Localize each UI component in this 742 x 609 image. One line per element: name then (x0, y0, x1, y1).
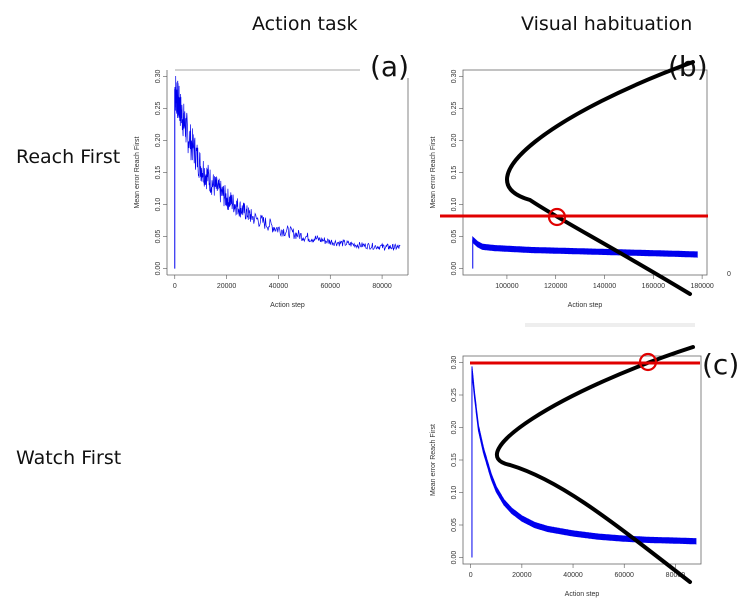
y-tick-label: 0.00 (451, 262, 458, 276)
row-label-watch-first: Watch First (16, 447, 121, 469)
y-tick-label: 0.15 (451, 453, 458, 467)
panel-tag: (b) (668, 50, 708, 83)
x-axis-label: Action step (568, 302, 603, 309)
x-tick-label: 0 (173, 283, 177, 290)
side-label: 0 (727, 271, 731, 278)
chart-panel-c: 0.00 0.05 0.10 0.15 0.20 0.25 0.30 0 20000 40000 6… (430, 348, 739, 598)
y-tick-label: 0.20 (451, 134, 458, 148)
series-band (471, 366, 697, 545)
chart-panel-b: 0.00 0.05 0.10 0.15 0.20 0.25 0.30 100000 120000… (430, 50, 731, 309)
y-tick-label: 0.05 (451, 518, 458, 532)
x-axis-label: Action step (270, 302, 305, 309)
y-tick-label: 0.25 (451, 102, 458, 116)
annotation-black-curve-c (494, 345, 695, 584)
panel-tag: (a) (370, 50, 409, 83)
row-label-reach-first: Reach First (16, 146, 120, 168)
x-tick-label: 20000 (512, 572, 532, 579)
y-tick-label: 0.25 (451, 388, 458, 402)
x-tick-label: 140000 (593, 283, 616, 290)
y-tick-label: 0.00 (155, 262, 162, 276)
x-tick-label: 40000 (269, 283, 289, 290)
annotation-red-circle-c (638, 352, 658, 372)
series-band (472, 235, 698, 258)
x-tick-label: 180000 (690, 283, 713, 290)
y-tick-label: 0.10 (155, 198, 162, 212)
y-tick-label: 0.10 (451, 198, 458, 212)
x-tick-label: 80000 (372, 283, 392, 290)
x-tick-label: 0 (469, 572, 473, 579)
x-tick-label: 60000 (614, 572, 634, 579)
x-tick-label: 120000 (544, 283, 567, 290)
series-line (174, 75, 401, 252)
annotation-red-circle-b (547, 207, 567, 227)
x-tick-label: 60000 (321, 283, 341, 290)
header-visual-habituation: Visual habituation (521, 13, 692, 35)
annotation-black-curve-b (505, 60, 695, 296)
faint-artifact (525, 323, 695, 327)
y-tick-label: 0.15 (451, 166, 458, 180)
y-tick-label: 0.30 (451, 69, 458, 83)
x-axis-label: Action step (565, 591, 600, 598)
x-tick-label: 20000 (217, 283, 237, 290)
y-tick-label: 0.20 (451, 421, 458, 435)
y-tick-label: 0.25 (155, 102, 162, 116)
y-tick-label: 0.10 (451, 486, 458, 500)
y-tick-label: 0.05 (451, 230, 458, 244)
y-axis-label: Mean error Reach First (430, 136, 437, 208)
y-tick-label: 0.30 (451, 356, 458, 370)
header-action-task: Action task (252, 13, 358, 35)
panel-tag: (c) (702, 348, 739, 381)
x-tick-label: 100000 (495, 283, 518, 290)
y-tick-label: 0.30 (155, 69, 162, 83)
x-tick-label: 160000 (642, 283, 665, 290)
y-tick-label: 0.05 (155, 230, 162, 244)
chart-panel-a: 0.00 0.05 0.10 0.15 0.20 0.25 0.30 0 20000 40000 6… (134, 50, 409, 309)
y-axis-label: Mean error Reach First (134, 136, 141, 208)
y-axis-label: Mean error Reach First (430, 424, 437, 496)
plot-frame (462, 69, 708, 276)
y-tick-label: 0.15 (155, 166, 162, 180)
y-tick-label: 0.00 (451, 551, 458, 565)
x-tick-label: 40000 (563, 572, 583, 579)
y-tick-label: 0.20 (155, 134, 162, 148)
x-tick-label: 80000 (666, 572, 686, 579)
